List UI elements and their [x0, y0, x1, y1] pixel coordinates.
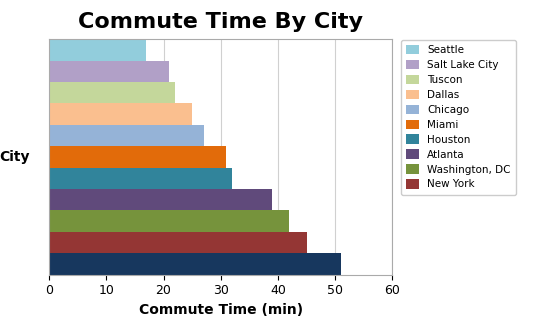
Bar: [49, 125, 204, 146]
Bar: [49, 211, 289, 232]
Bar: [49, 39, 146, 60]
Legend: Seattle, Salt Lake City, Tuscon, Dallas, Chicago, Miami, Houston, Atlanta, Washi: Seattle, Salt Lake City, Tuscon, Dallas,…: [401, 40, 516, 195]
Bar: [49, 253, 341, 275]
Bar: [49, 232, 306, 253]
Bar: [49, 168, 232, 189]
Y-axis label: City: City: [0, 150, 29, 164]
Title: Commute Time By City: Commute Time By City: [78, 12, 363, 32]
Bar: [49, 189, 272, 211]
Bar: [49, 103, 192, 125]
Bar: [49, 82, 175, 103]
Bar: [49, 60, 169, 82]
X-axis label: Commute Time (min): Commute Time (min): [138, 303, 303, 317]
Bar: [49, 146, 227, 168]
